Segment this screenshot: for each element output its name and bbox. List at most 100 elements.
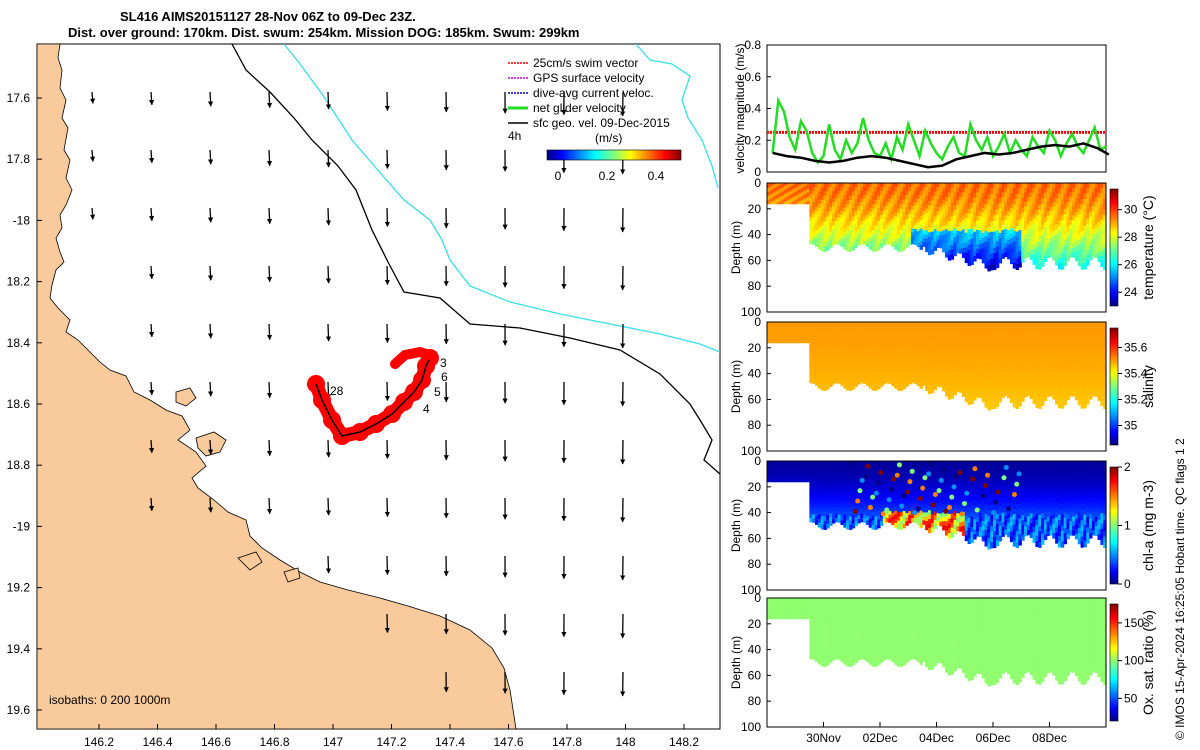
profile-cell	[1041, 240, 1045, 247]
profile-cell	[1038, 386, 1042, 393]
profile-cell	[781, 189, 785, 192]
profile-cell	[1103, 327, 1107, 334]
profile-cell	[1069, 215, 1073, 221]
profile-cell	[846, 524, 850, 530]
profile-cell	[1035, 247, 1039, 253]
profile-cell	[1063, 383, 1068, 390]
profile-cell	[885, 375, 890, 380]
profile-cell	[1046, 201, 1051, 207]
velocity-y-tick-label: 0.2	[744, 133, 761, 147]
profile-cell	[1077, 347, 1082, 354]
profile-cell	[925, 347, 929, 353]
profile-cell	[911, 498, 915, 504]
profile-cell	[953, 380, 957, 387]
profile-cell	[806, 198, 810, 201]
profile-cell	[899, 343, 904, 349]
profile-cell	[792, 331, 796, 333]
day-label: 28	[330, 384, 344, 398]
profile-cell	[1026, 252, 1031, 258]
profile-cell	[863, 375, 867, 381]
profile-cell	[860, 514, 864, 519]
profile-cell	[1029, 245, 1034, 251]
profile-cell	[902, 486, 907, 491]
profile-cell	[911, 363, 915, 369]
profile-cell	[846, 469, 850, 475]
profile-cell	[998, 356, 1003, 363]
profile-cell	[854, 461, 858, 466]
profile-cell	[820, 187, 825, 193]
profile-cell	[998, 391, 1003, 398]
profile-cell	[902, 490, 907, 495]
profile-cell	[846, 195, 850, 201]
profile-cell	[783, 479, 788, 481]
profile-cell	[769, 476, 774, 479]
profile-cell	[919, 384, 923, 389]
profile-cell	[888, 209, 892, 215]
profile-cell	[769, 193, 774, 196]
profile-cell	[939, 362, 943, 368]
profile-cell	[809, 378, 813, 384]
profile-cell	[865, 468, 870, 474]
profile-cell	[1046, 210, 1051, 217]
profile-cell	[1009, 377, 1014, 383]
depth-tick-label: 40	[748, 228, 762, 242]
profile-cell	[848, 368, 853, 374]
profile-cell	[1029, 202, 1034, 208]
profile-cell	[800, 336, 805, 339]
profile-cell	[1055, 188, 1059, 194]
profile-cell	[882, 186, 887, 192]
profile-cell	[1066, 221, 1070, 228]
map-x-tick-label: 146.6	[201, 735, 231, 749]
profile-cell	[829, 322, 833, 327]
profile-cell	[947, 207, 952, 213]
profile-cell	[891, 508, 895, 514]
profile-cell	[933, 351, 938, 357]
profile-cell	[936, 346, 940, 351]
profile-cell	[950, 230, 955, 236]
profile-cell	[860, 464, 864, 470]
profile-cell	[829, 346, 833, 351]
profile-cell	[800, 327, 805, 330]
profile-cell	[1074, 202, 1079, 208]
profile-cell	[888, 232, 892, 238]
profile-cell	[877, 237, 881, 243]
profile-cell	[1046, 220, 1051, 226]
profile-cell	[803, 336, 808, 339]
profile-cell	[987, 371, 991, 378]
profile-cell	[882, 495, 887, 501]
profile-cell	[806, 188, 810, 191]
profile-cell	[823, 191, 827, 197]
profile-cell	[815, 214, 819, 220]
profile-cell	[826, 338, 830, 344]
profile-cell	[778, 331, 782, 333]
profile-cell	[803, 462, 808, 465]
profile-cell	[880, 219, 884, 224]
profile-cell	[911, 371, 915, 376]
profile-cell	[950, 192, 955, 198]
profile-cell	[846, 490, 850, 496]
profile-cell	[1103, 258, 1107, 265]
profile-cell	[803, 468, 808, 471]
profile-cell	[868, 232, 873, 238]
profile-cell	[820, 364, 825, 370]
profile-cell	[846, 322, 850, 327]
profile-cell	[990, 403, 994, 410]
profile-cell	[1086, 198, 1090, 205]
profile-cell	[976, 354, 980, 361]
current-vector	[89, 207, 96, 220]
profile-cell	[913, 217, 918, 222]
profile-cell	[930, 326, 935, 332]
profile-cell	[911, 352, 915, 357]
profile-cell	[908, 368, 912, 373]
profile-cell	[1021, 183, 1025, 189]
profile-cell	[967, 213, 971, 220]
profile-cell	[993, 370, 997, 377]
profile-cell	[942, 195, 946, 201]
profile-cell	[1035, 370, 1039, 376]
profile-cell	[1046, 359, 1051, 365]
profile-cell	[798, 324, 802, 327]
profile-cell	[783, 325, 788, 328]
profile-cell	[882, 464, 887, 470]
profile-cell	[851, 498, 856, 504]
profile-cell	[812, 352, 816, 358]
